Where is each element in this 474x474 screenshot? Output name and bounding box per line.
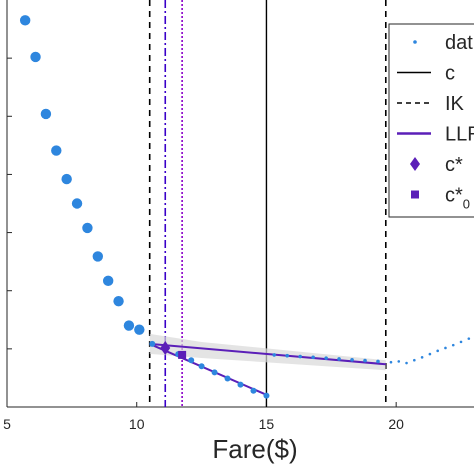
data-point (428, 352, 432, 356)
legend-entry: c* (410, 154, 463, 176)
data-point (102, 275, 114, 287)
data-point (92, 251, 104, 262)
marker-c-star-0 (178, 350, 187, 359)
data-point (459, 340, 463, 344)
data-point (211, 369, 218, 376)
x-tick-label: 10 (129, 416, 145, 432)
data-point (123, 320, 135, 331)
legend-entry: dat (413, 32, 473, 54)
data-point (19, 15, 31, 26)
data-point (113, 295, 124, 307)
data-point (397, 360, 401, 363)
data-point (324, 356, 328, 360)
legend-diamond (410, 157, 420, 171)
llr-confidence-band (149, 333, 386, 371)
data-point (224, 375, 231, 382)
data-point (40, 108, 52, 120)
legend-box (388, 23, 474, 218)
legend-entry: IK (397, 93, 465, 115)
legend-label: c (445, 63, 455, 85)
data-point (405, 361, 408, 365)
x-tick-label: 5 (3, 416, 11, 432)
data-point (389, 360, 393, 364)
x-tick-label: 20 (388, 416, 404, 432)
data-point (376, 359, 380, 364)
legend-label: LLR (445, 124, 474, 146)
x-axis-label: Fare($) (212, 434, 297, 464)
legend-label: c* (445, 154, 463, 176)
data-point (272, 353, 277, 357)
legend-label: dat (445, 32, 473, 54)
data-point (188, 357, 195, 364)
data-point (30, 51, 41, 63)
data-point (467, 337, 471, 340)
llr-fit-0 (149, 342, 267, 396)
legend-dot (413, 40, 417, 44)
legend-square (411, 190, 419, 199)
data-point (263, 392, 270, 399)
data-point (250, 387, 257, 394)
marker-c-star (160, 340, 171, 355)
data-point (51, 145, 62, 156)
data-point (363, 358, 367, 363)
data-point (298, 354, 302, 359)
llr-fit-1 (149, 342, 386, 366)
data-point (134, 324, 145, 335)
legend-label: IK (445, 93, 465, 115)
data-point (149, 340, 156, 347)
data-point (436, 349, 439, 353)
data-point (420, 356, 424, 359)
x-tick-label: 15 (259, 416, 275, 432)
data-point (198, 363, 205, 370)
data-point (444, 346, 447, 350)
plot-area: 5 10 15 20 (3, 0, 474, 432)
data-point (311, 355, 315, 360)
data-point (413, 358, 416, 362)
data-point (237, 381, 244, 388)
data-point (337, 357, 341, 361)
data-point (82, 222, 93, 234)
data-point (350, 357, 354, 362)
legend-entry: LLR (397, 124, 474, 146)
legend-subscript: 0 (463, 197, 470, 212)
legend-entry: c (397, 63, 455, 85)
data-point (61, 173, 72, 185)
data-point (285, 353, 290, 358)
data-point (71, 198, 83, 209)
data-point (451, 343, 455, 347)
legend: datcIKLLRc*c*0 (388, 23, 474, 218)
